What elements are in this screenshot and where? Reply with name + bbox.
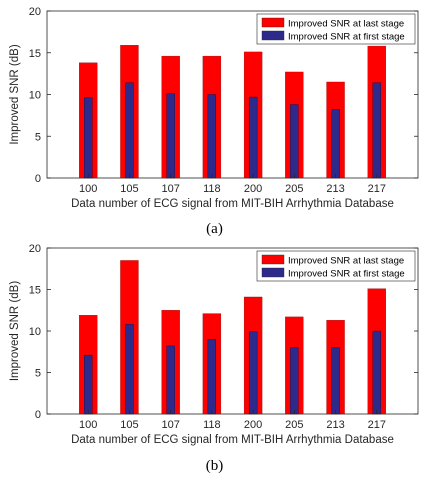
bar-first-stage [84, 354, 93, 415]
legend-swatch [261, 254, 285, 265]
x-tick-label: 200 [244, 183, 262, 195]
x-tick-label: 118 [203, 183, 221, 195]
y-tick-label: 0 [35, 173, 41, 185]
bar-first-stage [372, 82, 381, 179]
y-tick-label: 15 [29, 48, 41, 60]
legend-label: Improved SNR at first stage [288, 32, 405, 43]
y-tick-label: 15 [29, 285, 41, 297]
y-tick-label: 20 [29, 6, 41, 18]
bar-first-stage [331, 109, 340, 179]
bar-first-stage [372, 330, 381, 415]
x-tick-label: 118 [203, 419, 221, 431]
y-tick-label: 20 [29, 243, 41, 255]
x-tick-label: 200 [244, 419, 262, 431]
y-tick-label: 5 [35, 131, 41, 143]
bar-first-stage [207, 339, 217, 415]
y-axis-label: Improved SNR (dB) [9, 44, 21, 145]
bar-first-stage [125, 82, 134, 179]
y-tick-label: 0 [35, 409, 41, 421]
bar-first-stage [248, 96, 258, 179]
x-tick-label: 205 [285, 183, 303, 195]
bar-first-stage [125, 324, 134, 415]
figure-caption: (b) [206, 458, 224, 474]
y-tick-label: 10 [29, 90, 41, 102]
legend-label: Improved SNR at last stage [288, 256, 404, 267]
y-tick-label: 10 [29, 326, 41, 338]
x-tick-label: 100 [79, 419, 97, 431]
chart-panel-a: 0 5 10 15 20 100 105 107 118 200 205 213 217 Data num… [9, 6, 419, 237]
legend-swatch [261, 30, 285, 41]
bar-first-stage [207, 94, 217, 179]
bar-first-stage [166, 93, 175, 179]
y-tick-label: 5 [35, 368, 41, 380]
x-tick-label: 105 [120, 183, 138, 195]
chart-panel-b: 0 5 10 15 20 100 105 107 118 200 205 213 217 Data num… [9, 243, 419, 474]
legend-swatch [261, 267, 285, 278]
x-tick-label: 217 [368, 183, 386, 195]
x-tick-label: 217 [368, 419, 386, 431]
bar-first-stage [248, 331, 258, 415]
legend-label: Improved SNR at last stage [288, 19, 404, 30]
x-tick-label: 107 [161, 183, 179, 195]
bar-first-stage [290, 347, 299, 415]
bar-first-stage [331, 347, 340, 415]
x-tick-label: 213 [326, 419, 344, 431]
figure-caption: (a) [206, 221, 223, 237]
x-axis-label: Data number of ECG signal from MIT-BIH A… [71, 434, 394, 446]
bar-first-stage [290, 104, 299, 179]
bar-first-stage [166, 345, 175, 415]
legend-swatch [261, 17, 285, 28]
x-axis-label: Data number of ECG signal from MIT-BIH A… [71, 198, 394, 210]
x-tick-label: 100 [79, 183, 97, 195]
x-tick-label: 105 [120, 419, 138, 431]
bar-first-stage [84, 97, 93, 179]
y-axis-label: Improved SNR (dB) [9, 281, 21, 382]
x-tick-label: 213 [326, 183, 344, 195]
x-tick-label: 107 [161, 419, 179, 431]
x-tick-label: 205 [285, 419, 303, 431]
legend-label: Improved SNR at first stage [288, 269, 405, 280]
